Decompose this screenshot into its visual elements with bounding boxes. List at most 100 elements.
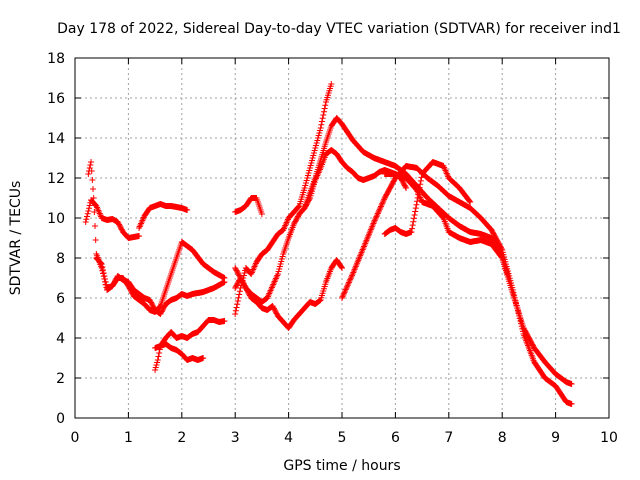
data-point	[341, 289, 348, 296]
data-point	[100, 267, 107, 273]
data-point	[403, 185, 410, 191]
data-point	[346, 278, 353, 285]
data-point	[518, 320, 525, 327]
data-point	[467, 199, 474, 205]
data-point	[320, 108, 327, 115]
data-point	[339, 293, 346, 300]
series-H	[232, 81, 335, 317]
data-point	[375, 209, 382, 216]
data-point	[87, 162, 94, 168]
data-point	[317, 125, 324, 131]
axis-ticks	[74, 57, 610, 419]
data-point	[84, 210, 91, 217]
x-tick-label: 6	[391, 430, 400, 446]
data-point	[344, 283, 351, 290]
data-point	[377, 204, 384, 211]
data-point	[86, 202, 93, 209]
series-I	[232, 147, 410, 305]
data-point	[322, 102, 329, 109]
data-point	[418, 174, 425, 181]
x-tick-label: 2	[177, 430, 186, 446]
data-points	[82, 81, 575, 407]
y-tick-label: 6	[56, 291, 65, 307]
y-tick-label: 16	[47, 91, 65, 107]
data-point	[82, 219, 89, 225]
x-tick-label: 8	[498, 430, 507, 446]
data-point	[376, 206, 383, 213]
data-point	[221, 279, 228, 285]
data-point	[344, 282, 351, 289]
x-tick-labels: 0 1 2 3 4 5 6 7 8 9 10	[71, 430, 618, 446]
x-tick-label: 10	[600, 430, 618, 446]
data-point	[258, 211, 265, 217]
data-point	[514, 305, 521, 312]
data-point	[156, 346, 163, 353]
y-axis-label: SDTVAR / TECUs	[8, 181, 24, 296]
data-point	[514, 307, 521, 314]
data-point	[347, 275, 354, 282]
data-point	[154, 357, 161, 363]
data-point	[342, 286, 349, 293]
data-point	[568, 401, 575, 407]
data-point	[517, 318, 524, 325]
data-point	[372, 216, 379, 223]
x-tick-label: 0	[71, 430, 80, 446]
data-point	[568, 381, 575, 387]
data-point	[519, 325, 526, 332]
data-point	[89, 177, 96, 183]
data-point	[371, 217, 378, 224]
data-point	[466, 198, 473, 205]
series-M	[381, 159, 474, 237]
data-point	[234, 298, 241, 304]
data-point	[498, 254, 505, 261]
series-F	[152, 341, 207, 373]
data-point	[513, 302, 520, 309]
data-point	[379, 200, 386, 207]
data-point	[235, 294, 242, 301]
data-point	[136, 233, 143, 239]
data-point	[414, 198, 421, 205]
y-tick-label: 18	[47, 51, 65, 67]
data-point	[92, 237, 99, 243]
data-point	[155, 353, 162, 360]
x-tick-label: 5	[338, 430, 347, 446]
data-point	[99, 264, 106, 270]
y-tick-label: 12	[47, 171, 65, 187]
y-tick-label: 0	[56, 411, 65, 427]
chart-title: Day 178 of 2022, Sidereal Day-to-day VTE…	[57, 21, 621, 37]
data-point	[504, 271, 511, 277]
data-point	[515, 310, 522, 317]
data-point	[184, 207, 191, 213]
data-point	[374, 210, 381, 217]
data-point	[84, 213, 91, 220]
data-point	[345, 279, 352, 286]
data-point	[510, 289, 517, 296]
data-point	[381, 196, 388, 203]
data-point	[88, 159, 95, 165]
data-point	[378, 202, 385, 209]
data-point	[380, 197, 387, 204]
y-tick-label: 2	[56, 371, 65, 387]
data-point	[519, 328, 526, 335]
data-point	[328, 81, 335, 87]
series-D	[93, 255, 228, 317]
data-point	[232, 311, 239, 317]
series-L	[339, 163, 575, 407]
data-point	[511, 294, 518, 301]
data-point	[498, 245, 505, 252]
data-point	[234, 301, 241, 308]
data-point	[236, 291, 243, 298]
series-A	[82, 197, 143, 241]
data-point	[92, 223, 99, 229]
x-tick-label: 7	[444, 430, 453, 446]
data-point	[339, 295, 345, 301]
data-point	[408, 229, 415, 235]
data-point	[347, 276, 354, 283]
data-point	[232, 307, 239, 314]
data-point	[98, 261, 105, 267]
data-point	[411, 211, 418, 218]
data-point	[412, 208, 419, 215]
data-point	[236, 288, 243, 295]
data-point	[516, 312, 523, 319]
series-B	[136, 201, 191, 231]
